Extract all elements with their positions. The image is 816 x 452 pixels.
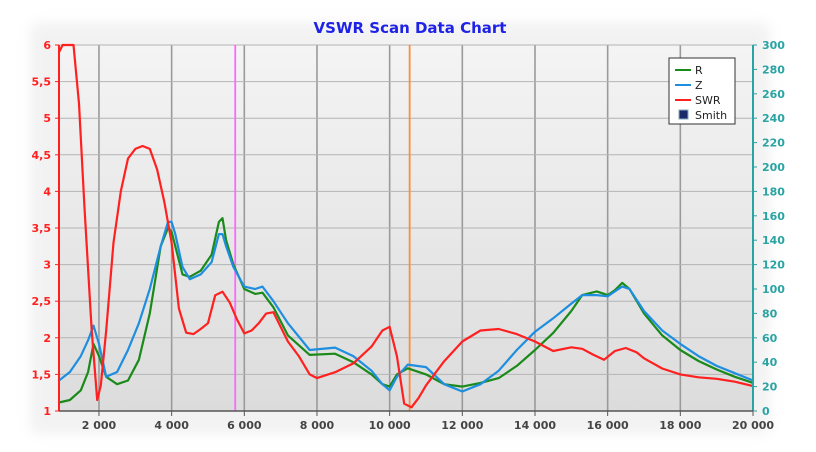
- right-y-tick-label: 300: [762, 39, 785, 52]
- right-y-tick-label: 220: [762, 137, 785, 150]
- left-y-tick-label: 4,5: [32, 149, 52, 162]
- right-y-tick-label: 180: [762, 185, 785, 198]
- left-y-tick-label: 5,5: [32, 76, 52, 89]
- left-y-tick-label: 3: [43, 259, 51, 272]
- right-y-tick-label: 280: [762, 63, 785, 76]
- right-y-tick-label: 20: [762, 381, 778, 394]
- x-tick-label: 4 000: [154, 419, 189, 432]
- x-tick-label: 12 000: [441, 419, 483, 432]
- right-y-tick-label: 120: [762, 259, 785, 272]
- legend-label-r: R: [695, 64, 703, 77]
- chart-title: VSWR Scan Data Chart: [314, 19, 507, 37]
- series-line-swr: [57, 43, 755, 409]
- right-y-tick-label: 140: [762, 234, 785, 247]
- legend-label-z: Z: [695, 79, 703, 92]
- x-tick-label: 10 000: [369, 419, 411, 432]
- right-y-tick-label: 260: [762, 88, 785, 101]
- left-y-tick-label: 5: [43, 112, 51, 125]
- axis-labels: 2 000 4 000 6 000 8 000 10 000 12 000 14 000 16…: [32, 39, 786, 432]
- series-line-z: [57, 220, 755, 393]
- right-y-tick-label: 40: [762, 356, 778, 369]
- x-tick-label: 14 000: [514, 419, 556, 432]
- frequency-markers: [234, 45, 411, 411]
- left-y-tick-label: 4: [43, 185, 51, 198]
- x-tick-label: 18 000: [659, 419, 701, 432]
- x-tick-label: 6 000: [227, 419, 262, 432]
- x-tick-label: 8 000: [300, 419, 335, 432]
- legend-label-swr: SWR: [695, 94, 721, 107]
- left-y-tick-label: 3,5: [32, 222, 52, 235]
- right-y-tick-label: 100: [762, 283, 785, 296]
- right-y-tick-label: 0: [762, 405, 770, 418]
- left-y-tick-label: 2,5: [32, 295, 52, 308]
- chart-legend: RZ SWR Smith: [668, 57, 736, 125]
- right-y-tick-label: 80: [762, 307, 778, 320]
- right-y-tick-label: 160: [762, 210, 785, 223]
- smith-chart-icon: [678, 109, 689, 120]
- x-tick-label: 20 000: [732, 419, 774, 432]
- legend-label-smith[interactable]: Smith: [695, 109, 727, 122]
- right-y-tick-label: 240: [762, 112, 785, 125]
- left-y-tick-label: 1,5: [32, 368, 52, 381]
- series-lines: [57, 43, 755, 409]
- x-tick-label: 16 000: [587, 419, 629, 432]
- left-y-tick-label: 2: [43, 332, 51, 345]
- x-tick-label: 2 000: [82, 419, 117, 432]
- left-y-tick-label: 6: [43, 39, 51, 52]
- left-y-tick-label: 1: [43, 405, 51, 418]
- right-y-tick-label: 200: [762, 161, 785, 174]
- right-y-tick-label: 60: [762, 332, 778, 345]
